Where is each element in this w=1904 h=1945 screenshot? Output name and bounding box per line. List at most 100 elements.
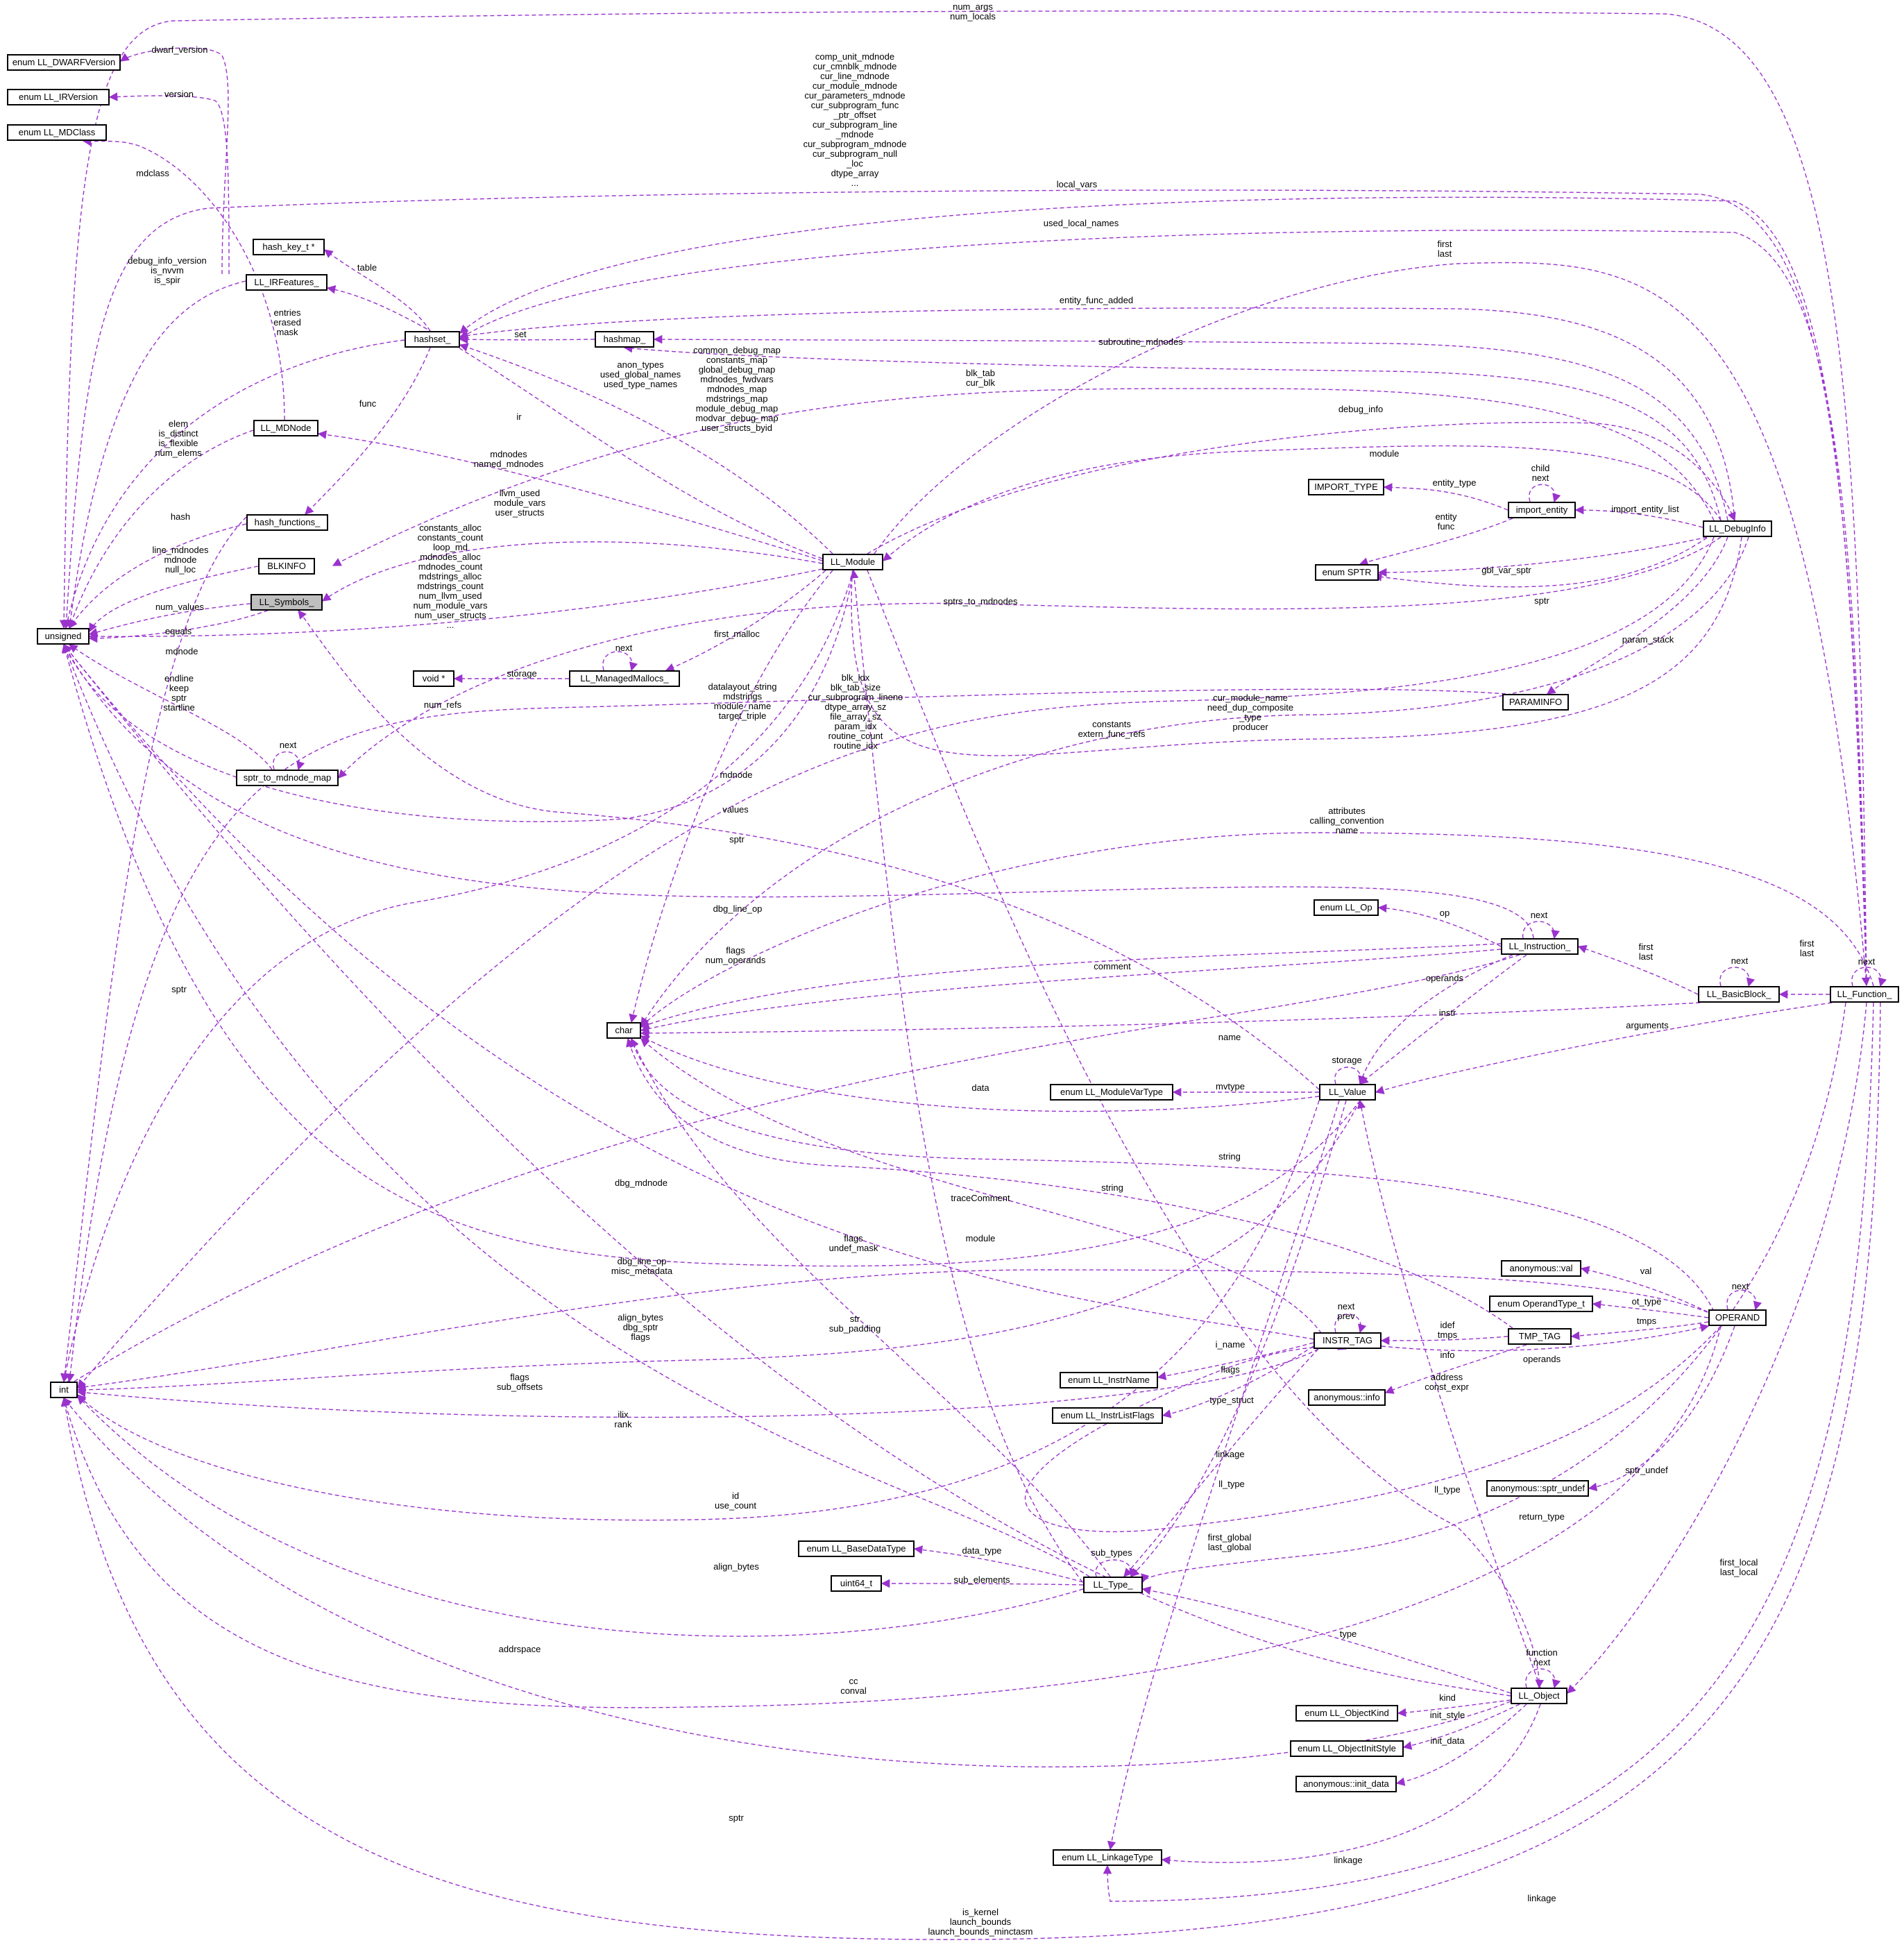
edge-label-next-func: next — [1858, 956, 1876, 967]
edge-label-cur-module-name: cur_module_name need_dup_composite _type pr… — [1207, 693, 1293, 732]
edge-label-sub-types: sub_types — [1091, 1547, 1132, 1558]
node-void-ptr[interactable]: void * — [413, 670, 454, 687]
edge-label-debug-info: debug_info — [1338, 404, 1383, 414]
e-linkage-func — [1103, 1002, 1874, 1902]
edge-label-addrspace: addrspace — [499, 1644, 541, 1654]
node-value[interactable]: LL_Value — [1319, 1084, 1376, 1101]
node-hashset[interactable]: hashset_ — [405, 331, 460, 348]
e-flags-undef — [76, 1269, 1715, 1391]
node-import-entity[interactable]: import_entity — [1508, 502, 1576, 518]
edge-label-first-last-top: first last — [1438, 239, 1452, 259]
node-hashmap[interactable]: hashmap_ — [595, 331, 654, 348]
e-values — [298, 610, 1320, 1090]
e-mdnode-left — [68, 644, 273, 770]
node-enum-irversion[interactable]: enum LL_IRVersion — [7, 89, 110, 105]
e-sptr-bottom — [63, 1398, 1511, 1768]
node-enum-instrlistflags[interactable]: enum LL_InstrListFlags — [1052, 1407, 1163, 1424]
edge-label-init-data: init_data — [1430, 1735, 1465, 1746]
e-constants-extern — [848, 536, 1742, 756]
edge-label-kind: kind — [1439, 1692, 1456, 1703]
e-comment — [640, 949, 1502, 1033]
node-anon-sptr-undef[interactable]: anonymous::sptr_undef — [1486, 1480, 1589, 1497]
node-enum-op[interactable]: enum LL_Op — [1314, 899, 1379, 916]
node-char[interactable]: char — [606, 1022, 641, 1039]
edge-label-linkage-func: linkage — [1527, 1893, 1556, 1903]
node-paraminfo[interactable]: PARAMINFO — [1502, 694, 1569, 711]
edge-label-constants-extern: constants extern_func_refs — [1078, 719, 1146, 739]
node-mdnode[interactable]: LL_MDNode — [253, 420, 318, 436]
edge-label-ot-type: ot_type — [1632, 1296, 1662, 1307]
e-child-next — [1529, 484, 1561, 503]
node-sptr-to-mdnode-map[interactable]: sptr_to_mdnode_map — [236, 770, 339, 786]
e-local-vars — [459, 196, 1867, 986]
node-enum-operandtype[interactable]: enum OperandType_t — [1489, 1296, 1593, 1312]
edge-label-first-global: first_global last_global — [1208, 1532, 1252, 1552]
edge-label-mdnode-left: mdnode — [166, 646, 198, 656]
node-int[interactable]: int — [50, 1382, 78, 1398]
node-instruction[interactable]: LL_Instruction_ — [1501, 938, 1579, 955]
node-enum-mdclass[interactable]: enum LL_MDClass — [7, 124, 107, 141]
edge-label-str-sub-padding: str sub_padding — [829, 1314, 881, 1334]
e-entity-func — [1359, 518, 1513, 566]
e-debug-info — [867, 422, 1736, 554]
e-used-local — [459, 230, 1867, 986]
node-import-type[interactable]: IMPORT_TYPE — [1308, 479, 1384, 495]
node-hash-functions[interactable]: hash_functions_ — [246, 514, 328, 531]
node-anon-val[interactable]: anonymous::val — [1501, 1260, 1581, 1277]
e-mdnode-mid — [63, 570, 854, 822]
node-anon-info[interactable]: anonymous::info — [1308, 1389, 1386, 1406]
node-enum-objectinitstyle[interactable]: enum LL_ObjectInitStyle — [1290, 1740, 1404, 1757]
node-enum-basedatatype[interactable]: enum LL_BaseDataType — [798, 1540, 915, 1557]
edge-label-return-type: return_type — [1519, 1511, 1565, 1522]
node-anon-init-data[interactable]: anonymous::init_data — [1295, 1776, 1397, 1792]
edge-label-linkage-mid: linkage — [1216, 1449, 1244, 1459]
node-irfeatures[interactable]: LL_IRFeatures_ — [246, 274, 328, 291]
node-managed-mallocs[interactable]: LL_ManagedMallocs_ — [569, 670, 680, 687]
node-operand[interactable]: OPERAND — [1708, 1309, 1767, 1326]
node-symbols[interactable]: LL_Symbols_ — [250, 594, 323, 611]
node-enum-instrname[interactable]: enum LL_InstrName — [1060, 1372, 1158, 1388]
edge-label-sub-elements: sub_elements — [954, 1574, 1010, 1585]
edge-label-flags-undef: flags undef_mask — [829, 1233, 878, 1253]
node-object[interactable]: LL_Object — [1511, 1688, 1567, 1704]
edge-label-mdclass: mdclass — [136, 168, 169, 178]
e-dbg-mdnode — [61, 643, 1361, 1267]
node-blkinfo[interactable]: BLKINFO — [258, 558, 315, 575]
node-type[interactable]: LL_Type_ — [1083, 1577, 1143, 1593]
node-enum-sptr[interactable]: enum SPTR — [1315, 564, 1379, 581]
edge-label-flags-num-operands: flags num_operands — [706, 945, 766, 965]
node-uint64[interactable]: uint64_t — [831, 1575, 882, 1592]
edge-label-linkage-obj: linkage — [1334, 1855, 1362, 1865]
node-basicblock[interactable]: LL_BasicBlock_ — [1698, 986, 1780, 1003]
edge-label-entity-type: entity_type — [1433, 477, 1477, 488]
e-address-const — [1024, 1325, 1722, 1533]
node-enum-linkagetype[interactable]: enum LL_LinkageType — [1053, 1849, 1162, 1866]
e-flags-num-operands — [640, 943, 1502, 1029]
edge-label-table: table — [357, 262, 377, 273]
edge-label-storage-void: storage — [507, 668, 536, 679]
e-entity-type — [1383, 483, 1508, 511]
node-instr-tag[interactable]: INSTR_TAG — [1314, 1332, 1382, 1349]
node-unsigned[interactable]: unsigned — [37, 628, 90, 645]
node-debuginfo[interactable]: LL_DebugInfo — [1703, 520, 1772, 537]
edge-label-module-mid: module — [966, 1233, 996, 1243]
e-dbg-line-op2 — [63, 644, 1314, 1340]
node-enum-dwarf[interactable]: enum LL_DWARFVersion — [7, 54, 121, 71]
edge-label-module-edge: module — [1370, 448, 1400, 459]
edge-label-init-style: init_style — [1430, 1710, 1465, 1720]
e-ll-type-right — [1357, 1099, 1541, 1688]
node-module[interactable]: LL_Module — [822, 554, 883, 570]
e-id-use-count — [77, 1100, 1320, 1521]
e-ot-type — [1592, 1300, 1709, 1318]
edge-label-string-operand: string — [1218, 1151, 1241, 1162]
node-enum-objectkind[interactable]: enum LL_ObjectKind — [1295, 1705, 1398, 1722]
node-function[interactable]: LL_Function_ — [1830, 986, 1899, 1003]
node-hash-key[interactable]: hash_key_t * — [253, 239, 325, 255]
edge-label-num-refs: num_refs — [424, 699, 462, 710]
e-num-refs — [66, 688, 1506, 1383]
node-tmp-tag[interactable]: TMP_TAG — [1508, 1328, 1572, 1345]
node-enum-modulevartype[interactable]: enum LL_ModuleVarType — [1050, 1084, 1173, 1101]
edge-label-next-operand: next — [1732, 1281, 1749, 1291]
e-linkage-obj — [1161, 1704, 1541, 1865]
e-name — [640, 1002, 1701, 1038]
